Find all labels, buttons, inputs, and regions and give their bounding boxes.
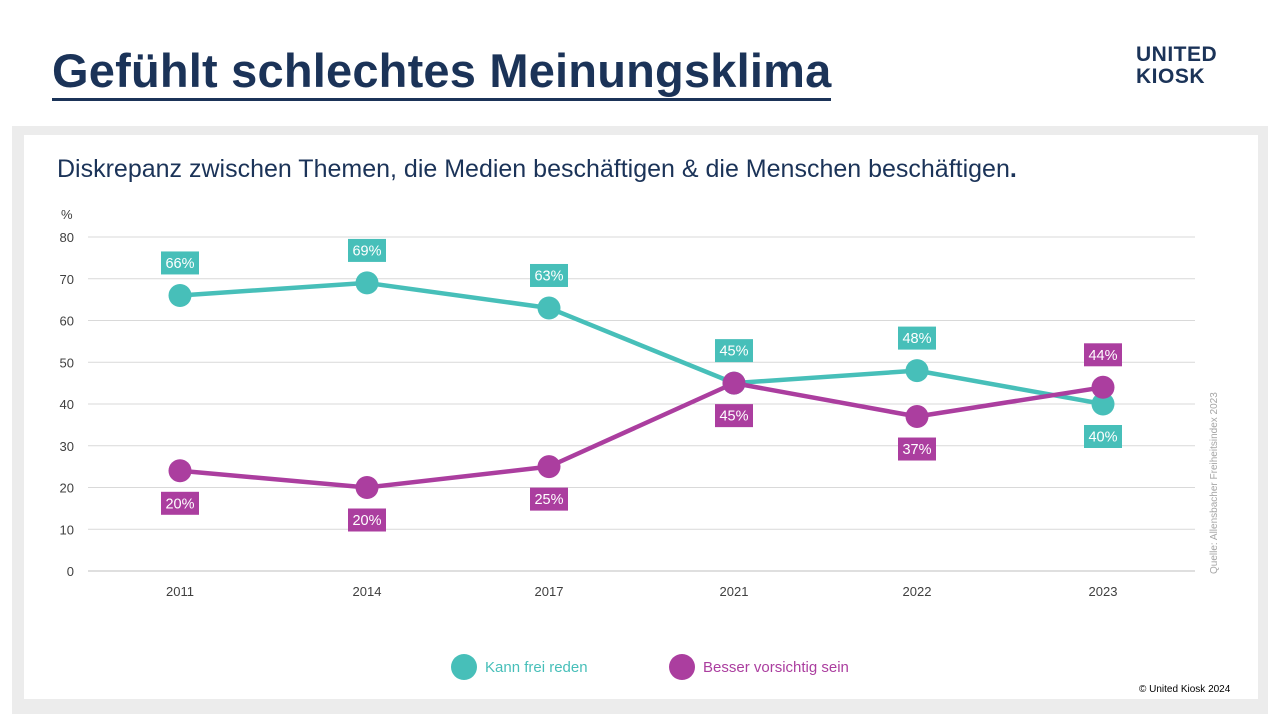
data-label-box [898, 437, 936, 461]
data-label-box [161, 491, 199, 515]
chart-subtitle: Diskrepanz zwischen Themen, die Medien b… [57, 155, 1017, 184]
data-label: 20% [352, 513, 381, 529]
legend-label-kann-frei-reden: Kann frei reden [485, 658, 588, 676]
logo-line-2: KIOSK [1136, 65, 1206, 88]
data-label-box [715, 404, 753, 428]
data-point [168, 459, 192, 483]
data-label: 45% [719, 409, 748, 425]
x-tick-label: 2023 [1089, 584, 1118, 599]
data-point [537, 455, 561, 479]
data-point [905, 405, 929, 429]
y-tick-label: 60 [60, 314, 74, 329]
subtitle-text: Diskrepanz zwischen Themen, die Medien b… [57, 155, 1010, 183]
legend-item-besser-vorsichtig-sein: Besser vorsichtig sein [669, 654, 849, 680]
y-tick-label: 80 [60, 230, 74, 245]
y-tick-label: 40 [60, 397, 74, 412]
data-label-box [530, 263, 568, 287]
legend-item-kann-frei-reden: Kann frei reden [451, 654, 588, 680]
page-title: Gefühlt schlechtes Meinungsklima [52, 44, 832, 102]
chart-panel [24, 135, 1258, 699]
y-tick-label: 0 [67, 564, 74, 579]
united-kiosk-logo: UNITED KIOSK [1136, 44, 1226, 88]
subtitle-period: . [1009, 155, 1017, 183]
data-label-box [530, 487, 568, 511]
legend-marker-magenta [669, 654, 695, 680]
source-note: Quelle: Allensbacher Freiheitsindex 2023 [1209, 392, 1220, 574]
data-label: 40% [1088, 430, 1117, 446]
data-label: 69% [352, 243, 381, 259]
x-tick-label: 2021 [720, 584, 749, 599]
data-label: 66% [165, 256, 194, 272]
data-point [905, 359, 929, 383]
x-tick-label: 2017 [535, 584, 564, 599]
data-label-box [161, 251, 199, 275]
data-label-box [1084, 343, 1122, 367]
data-label: 63% [534, 268, 563, 284]
data-point [537, 296, 561, 320]
y-tick-label: 70 [60, 272, 74, 287]
data-label: 48% [902, 331, 931, 347]
data-label: 20% [165, 496, 194, 512]
data-label: 37% [902, 442, 931, 458]
logo-line-1: UNITED [1136, 43, 1218, 66]
data-point [355, 476, 379, 499]
data-label-box [348, 508, 386, 532]
data-label-box [348, 238, 386, 262]
data-point [722, 371, 746, 395]
y-axis-unit-label: % [61, 207, 73, 222]
legend-marker-teal [451, 654, 477, 680]
data-point [1091, 392, 1115, 416]
y-tick-label: 20 [60, 481, 74, 496]
copyright-note: © United Kiosk 2024 [1139, 684, 1231, 695]
series-line-1 [179, 380, 1104, 490]
x-tick-label: 2011 [166, 584, 194, 599]
data-label-box [715, 339, 753, 363]
y-tick-label: 50 [60, 355, 74, 370]
legend-label-besser-vorsichtig-sein: Besser vorsichtig sein [703, 658, 849, 676]
data-label-box [898, 326, 936, 350]
data-label: 44% [1088, 348, 1117, 364]
x-tick-label: 2014 [353, 584, 382, 599]
y-tick-label: 30 [60, 439, 74, 454]
data-point [168, 283, 192, 307]
data-label: 25% [534, 492, 563, 508]
data-point [1091, 375, 1115, 399]
data-label: 45% [719, 344, 748, 360]
series-line-0 [179, 280, 1104, 407]
y-tick-label: 10 [60, 522, 74, 537]
data-point [355, 271, 379, 295]
x-tick-label: 2022 [903, 584, 932, 599]
data-label-box [1084, 425, 1122, 448]
